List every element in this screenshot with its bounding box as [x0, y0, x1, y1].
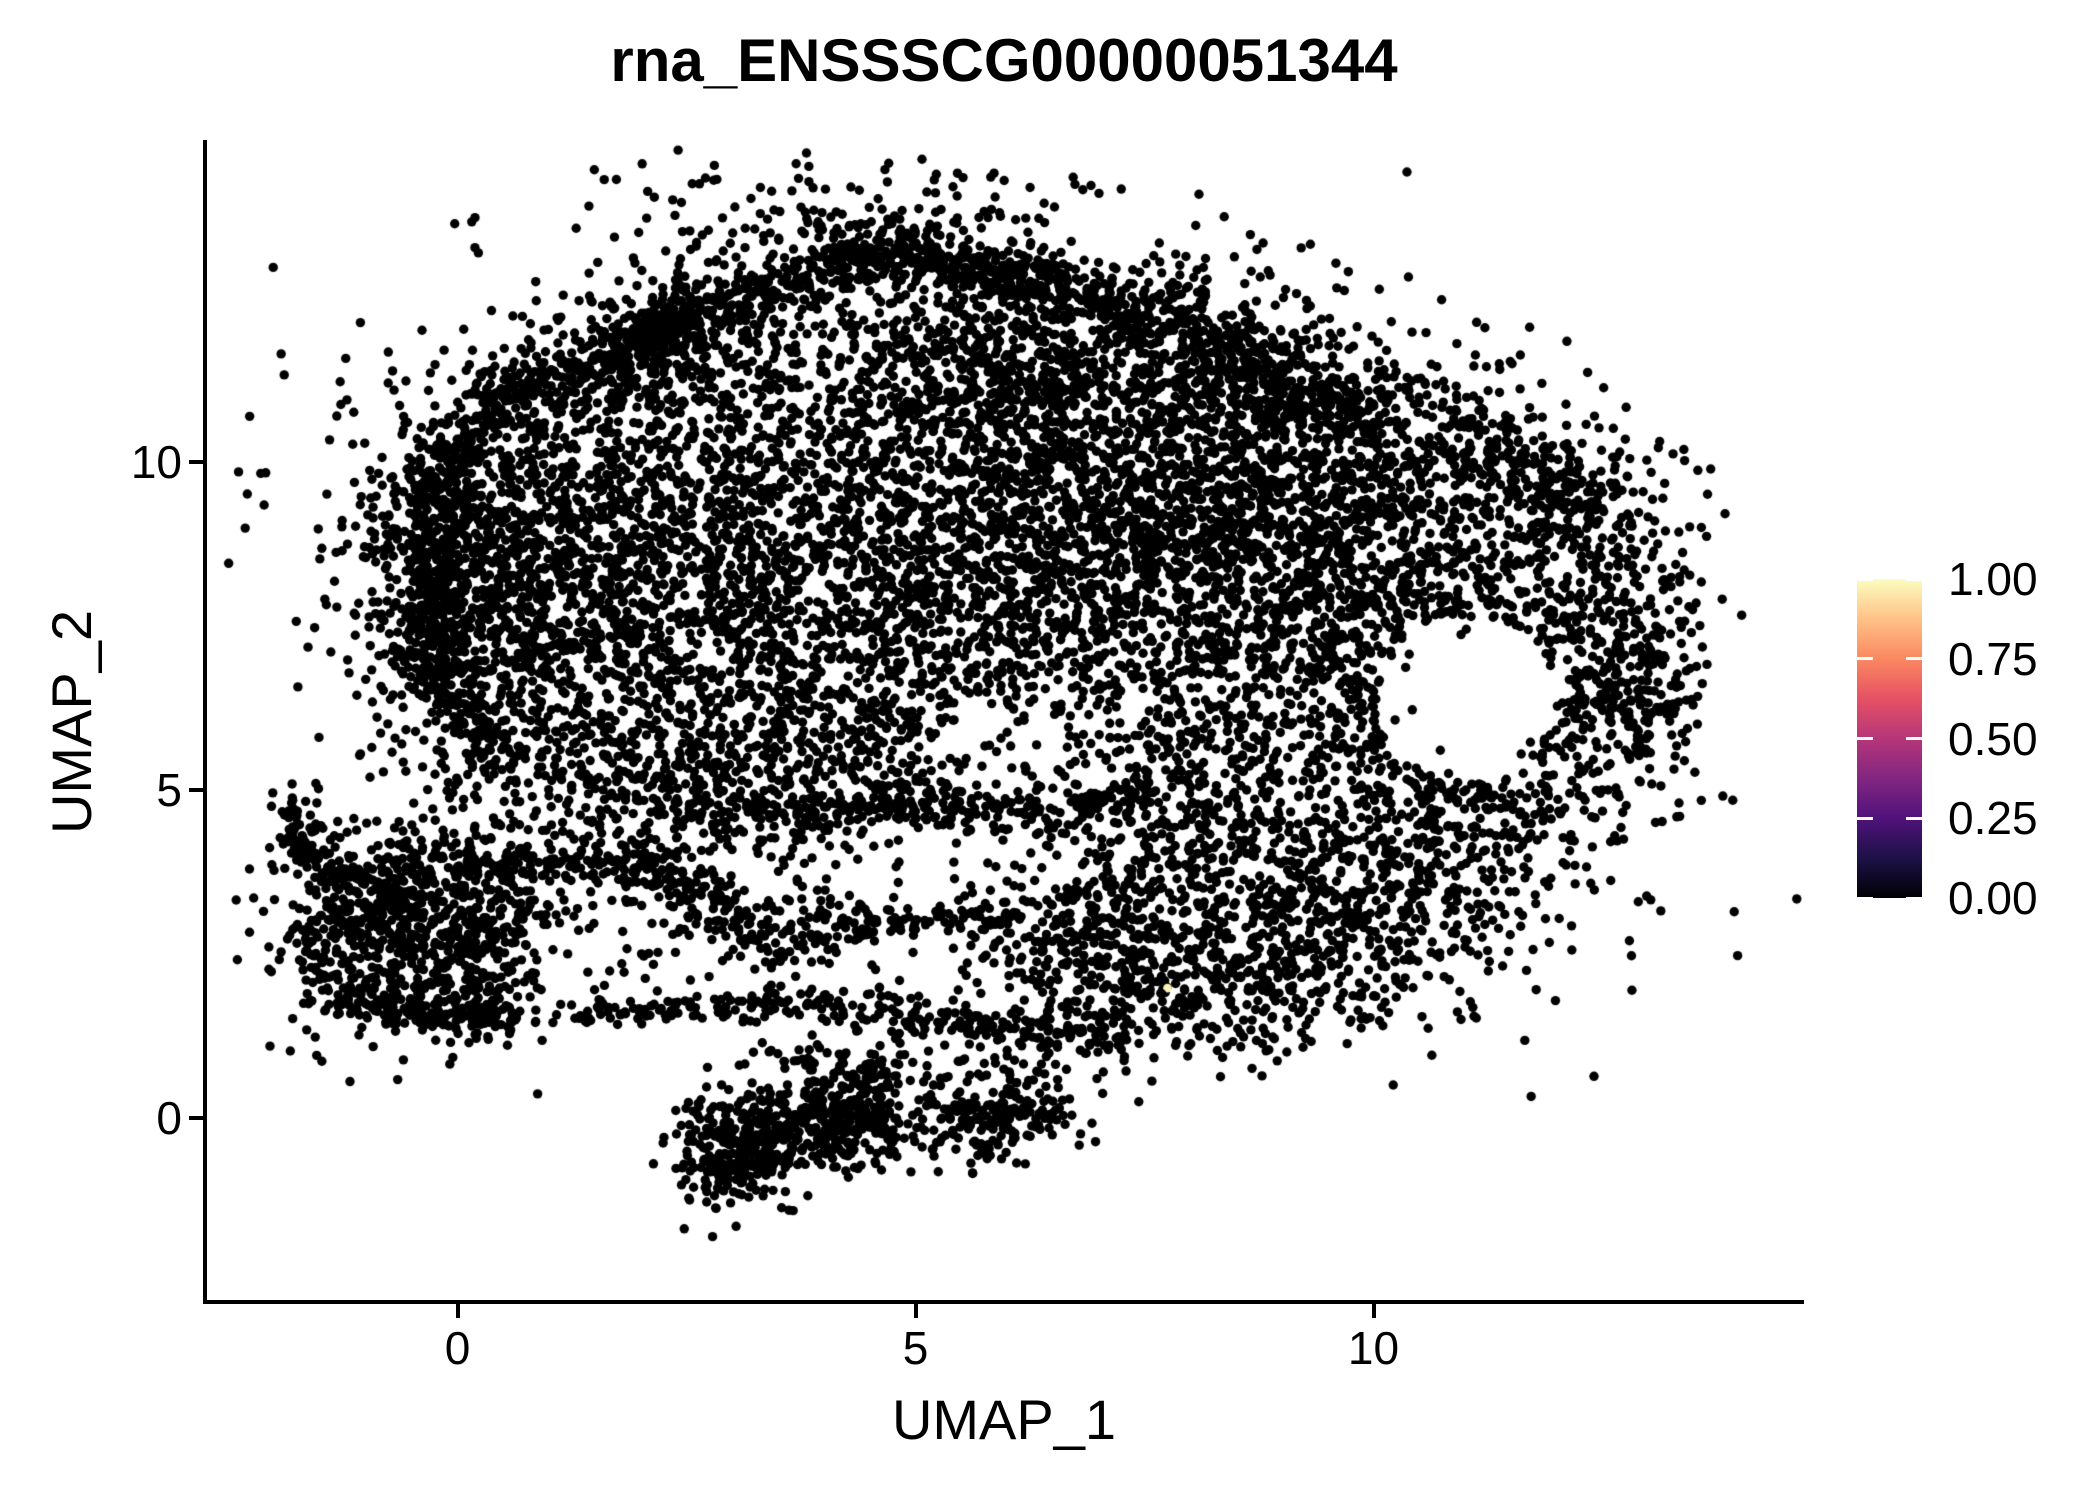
- colorbar-tick-mark: [1906, 816, 1922, 820]
- colorbar-tick-label: 0.50: [1948, 712, 2038, 765]
- colorbar-tick-mark: [1906, 896, 1922, 900]
- x-tick-mark: [1371, 1304, 1376, 1318]
- y-tick-label: 5: [156, 764, 182, 816]
- y-tick-mark: [189, 788, 203, 792]
- y-axis-line: [203, 140, 207, 1304]
- y-tick-label: 10: [130, 436, 182, 488]
- colorbar-tick-label: 0.25: [1948, 792, 2038, 845]
- colorbar-tick-mark: [1857, 577, 1873, 581]
- colorbar-tick-mark: [1857, 657, 1873, 661]
- y-axis-title: UMAP_2: [40, 609, 103, 835]
- x-axis-title: UMAP_1: [891, 1388, 1117, 1451]
- colorbar-tick-mark: [1906, 737, 1922, 740]
- x-tick-mark: [913, 1304, 918, 1318]
- y-tick-mark: [189, 1116, 203, 1120]
- x-tick-mark: [455, 1304, 460, 1318]
- x-tick-label: 10: [1347, 1322, 1400, 1374]
- colorbar-tick-mark: [1857, 896, 1873, 900]
- y-tick-label: 0: [156, 1092, 182, 1144]
- plot-title: rna_ENSSSCG00000051344: [610, 27, 1398, 94]
- colorbar-tick-mark: [1906, 657, 1922, 661]
- colorbar-tick-mark: [1906, 577, 1922, 581]
- colorbar-tick-label: 0.00: [1948, 872, 2038, 924]
- colorbar-tick-mark: [1857, 737, 1873, 740]
- y-tick-mark: [189, 460, 203, 464]
- colorbar-tick-mark: [1857, 816, 1873, 820]
- x-tick-label: 5: [902, 1322, 929, 1374]
- colorbar-tick-label: 0.75: [1948, 632, 2038, 685]
- colorbar-tick-label: 1.00: [1948, 553, 2038, 605]
- x-tick-label: 0: [444, 1322, 471, 1374]
- x-axis-line: [203, 1300, 1804, 1304]
